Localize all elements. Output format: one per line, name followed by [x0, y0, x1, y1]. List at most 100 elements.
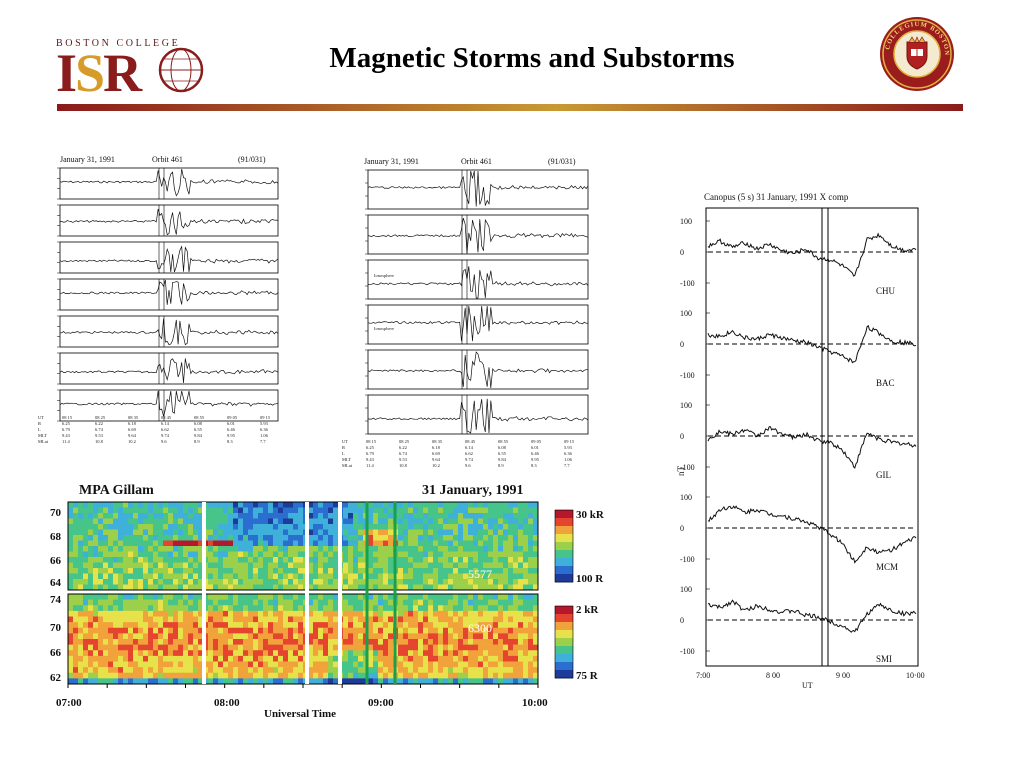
keogram-cell [273, 594, 279, 600]
keogram-cell [238, 622, 244, 629]
keogram-cell [343, 557, 349, 563]
keogram-cell [403, 616, 409, 623]
keogram-cell [528, 678, 534, 685]
keogram-cell [223, 529, 229, 536]
keogram-cell [213, 622, 219, 629]
keogram-cell [218, 524, 224, 530]
keogram-cell [413, 535, 419, 541]
keogram-cell [258, 610, 264, 617]
keogram-cell [418, 507, 424, 514]
keogram-cell [183, 650, 189, 657]
keogram-cell [433, 557, 439, 563]
keogram-cell [453, 584, 459, 591]
keogram-cell [108, 610, 114, 617]
keogram-cell [388, 644, 394, 651]
keogram-cell [458, 627, 464, 634]
keogram-cell [523, 599, 529, 606]
keogram-cell [368, 672, 374, 679]
keogram-cell [528, 518, 534, 525]
keogram-cell [503, 667, 509, 674]
keogram-cell [503, 502, 509, 508]
keogram-cell [283, 616, 289, 623]
keogram-cell [383, 639, 389, 645]
keogram-cell [113, 535, 119, 541]
keogram-cell [333, 616, 339, 623]
table-cell: 9.6 [465, 463, 471, 468]
keogram-cell [413, 622, 419, 629]
keogram-cell [353, 562, 359, 569]
keogram-cell [508, 535, 514, 541]
table-cell: 8.3 [531, 463, 537, 468]
keogram-cell [513, 639, 519, 645]
keogram-cell [128, 579, 134, 585]
keogram-cell [533, 562, 539, 569]
keogram-cell [288, 535, 294, 541]
keogram-cell [118, 644, 124, 651]
keogram-cell [413, 678, 419, 685]
keogram-cell [263, 599, 269, 606]
keogram-cell [443, 568, 449, 574]
keogram-cell [133, 546, 139, 552]
keogram-cell [343, 610, 349, 617]
keogram-cell [278, 551, 284, 558]
keogram-cell [288, 616, 294, 623]
keogram-cell [293, 579, 299, 585]
keogram-cell [413, 579, 419, 585]
keogram-cell [373, 627, 379, 634]
keogram-cell [233, 540, 239, 547]
keogram-cell [428, 661, 434, 668]
keogram-cell [453, 667, 459, 674]
keogram-cell [188, 650, 194, 657]
keogram-cell [318, 502, 324, 508]
keogram-cell [378, 524, 384, 530]
keogram-cell [413, 594, 419, 600]
keogram-cell [368, 633, 374, 640]
keogram-cell [163, 594, 169, 600]
keogram-cell [528, 540, 534, 547]
table-row-label: UT [342, 439, 348, 444]
keogram-cell [403, 627, 409, 634]
keogram-cell [193, 562, 199, 569]
keogram-cell [333, 502, 339, 508]
keogram-cell [73, 513, 79, 519]
keogram-cell [358, 557, 364, 563]
keogram-cell [308, 633, 314, 640]
y-tick-label: 0 [680, 616, 684, 625]
keogram-cell [468, 610, 474, 617]
keogram-cell [478, 507, 484, 514]
keogram-cell [428, 639, 434, 645]
keogram-cell [133, 650, 139, 657]
keogram-cell [88, 557, 94, 563]
keogram-cell [473, 639, 479, 645]
keogram-cell [123, 562, 129, 569]
keogram-cell [198, 622, 204, 629]
keogram-cell [433, 661, 439, 668]
keogram-cell [283, 557, 289, 563]
keogram-cell [68, 551, 74, 558]
keogram-cell [233, 562, 239, 569]
keogram-cell [78, 594, 84, 600]
keogram-cell [318, 579, 324, 585]
keogram-cell [503, 546, 509, 552]
keogram-cell [423, 518, 429, 525]
keogram-cell [478, 562, 484, 569]
keogram-cell [78, 627, 84, 634]
keogram-cell [463, 502, 469, 508]
keogram-cell [188, 579, 194, 585]
keogram-cell [158, 573, 164, 580]
keogram-cell [228, 655, 234, 662]
keogram-cell [128, 507, 134, 514]
keogram-cell [453, 551, 459, 558]
keogram-cell [128, 551, 134, 558]
keogram-cell [513, 605, 519, 612]
keogram-cell [333, 622, 339, 629]
keogram-cell [133, 573, 139, 580]
keogram-cell [228, 678, 234, 685]
keogram-cell [73, 605, 79, 612]
keogram-cell [88, 568, 94, 574]
keogram-cell [523, 627, 529, 634]
keogram-cell [253, 605, 259, 612]
keogram-cell [138, 507, 144, 514]
keogram-cell [443, 599, 449, 606]
keogram-cell [193, 594, 199, 600]
